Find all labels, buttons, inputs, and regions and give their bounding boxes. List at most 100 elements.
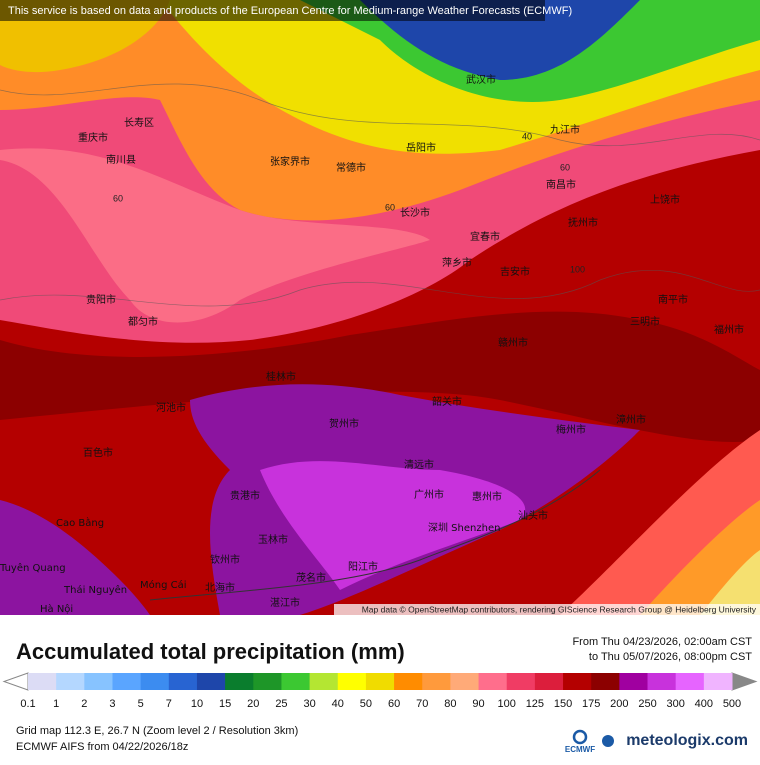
colorbar-segment [422,673,451,690]
banner-bg [0,0,545,21]
city-label: 都匀市 [128,315,158,328]
colorbar-segment [647,673,677,690]
colorbar-label: 90 [472,698,484,710]
city-label: 北海市 [205,581,235,594]
city-label: 惠州市 [472,490,502,503]
city-label: 汕头市 [518,509,548,522]
colorbar-segment [168,673,198,690]
banner: This service is based on data and produc… [8,5,572,17]
footer-model: ECMWF AIFS from 04/22/2026/18z [16,741,188,753]
colorbar-label: 7 [166,698,172,710]
colorbar-segment [591,673,620,690]
attribution-bg [334,604,760,615]
colorbar-segment [619,673,649,690]
colorbar-label: 300 [667,698,685,710]
colorbar-segment [196,673,226,690]
city-label: Thái Nguyên [63,584,127,596]
map [0,0,760,615]
attribution: Map data © OpenStreetMap contributors, r… [362,604,757,614]
city-label: 贵港市 [230,489,260,502]
city-label: 宜春市 [470,230,500,243]
contour-label: 60 [560,162,570,172]
colorbar-label: 125 [526,698,544,710]
city-label: 深圳 Shenzhen [428,522,500,534]
colorbar-label: 80 [444,698,456,710]
colorbar-label: 3 [109,698,115,710]
colorbar-label: 70 [416,698,428,710]
footer-grid: Grid map 112.3 E, 26.7 N (Zoom level 2 /… [16,725,298,737]
legend-title: Accumulated total precipitation (mm) [16,639,405,664]
city-label: 清远市 [404,458,434,471]
colorbar-label: 60 [388,698,400,710]
colorbar-segment [253,673,282,690]
city-label: 常德市 [336,161,366,174]
date-to: to Thu 05/07/2026, 08:00pm CST [589,651,752,663]
colorbar-label: 15 [219,698,231,710]
city-label: 张家界市 [270,155,310,168]
city-label: 南昌市 [546,178,576,191]
colorbar-label: 150 [554,698,572,710]
colorbar-segment [281,673,311,690]
city-label: 武汉市 [466,73,496,86]
date-from: From Thu 04/23/2026, 02:00am CST [572,636,752,648]
city-label: 梅州市 [556,423,586,436]
colorbar-label: 2 [81,698,87,710]
colorbar-label: 400 [695,698,713,710]
city-label: 三明市 [630,315,660,328]
colorbar-segment [450,673,480,690]
city-label: 九江市 [550,123,580,136]
city-label: Cao Bằng [56,516,104,529]
colorbar-segment [84,673,113,690]
ecmwf-logo: ECMWF [565,745,595,754]
colorbar-segment [394,673,423,690]
colorbar-segment [703,673,733,690]
colorbar: 0.1 1 2 3 5 7 10 15 20 25 30 40 50 60 70 80 90 100 125 150 1… [2,672,758,710]
city-label: 阳江市 [348,560,378,573]
brand[interactable]: meteologix.com [626,732,748,749]
colorbar-label: 30 [303,698,315,710]
colorbar-segment [112,673,142,690]
city-label: 广州市 [414,488,444,501]
colorbar-segment [478,673,508,690]
city-label: 长沙市 [400,206,430,219]
city-label: 玉林市 [258,533,288,546]
colorbar-label: 500 [723,698,741,710]
brand-icon [602,735,614,747]
colorbar-label: 5 [138,698,144,710]
colorbar-label: 20 [247,698,259,710]
colorbar-segment [506,673,536,690]
colorbar-segment [309,673,339,690]
colorbar-segment [28,673,57,690]
colorbar-label: 40 [332,698,344,710]
colorbar-label: 250 [638,698,656,710]
city-label: 抚州市 [568,216,598,229]
city-label: Hà Nội [40,603,73,615]
colorbar-segment [56,673,85,690]
city-label: 长寿区 [124,116,154,129]
colorbar-segment [140,673,170,690]
city-label: 河池市 [156,401,186,414]
contour-label: 40 [522,131,532,141]
city-labels: 重庆市 长寿区 南川县 张家界市 常德市 岳阳市 武汉市 九江市 南昌市 长沙市… [0,73,744,615]
city-label: 重庆市 [78,131,108,144]
city-label: 萍乡市 [442,256,472,269]
colorbar-label: 25 [275,698,287,710]
colorbar-label: 100 [498,698,516,710]
city-label: 南川县 [106,153,136,166]
contour-label: 60 [113,193,123,203]
colorbar-segment [675,673,705,690]
city-label: 桂林市 [266,370,296,383]
ecmwf-icon [572,729,588,745]
city-label: 贵阳市 [86,293,116,306]
city-label: 南平市 [658,293,688,306]
city-label: 福州市 [714,323,744,336]
city-label: 漳州市 [616,413,646,426]
colorbar-segment [337,673,367,690]
city-label: Tuyên Quang [0,562,66,574]
city-label: 茂名市 [296,571,326,584]
colorbar-segment [225,673,254,690]
colorbar-label: 50 [360,698,372,710]
colorbar-label: 0.1 [20,698,35,710]
city-label: 吉安市 [500,265,530,278]
